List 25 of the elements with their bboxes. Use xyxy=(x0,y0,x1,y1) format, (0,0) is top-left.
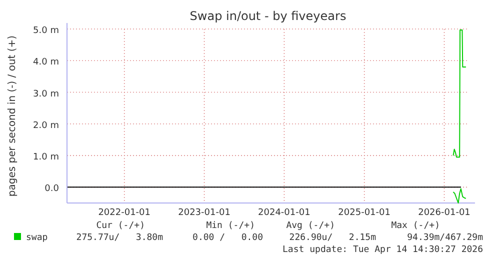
text: Max (-/+) xyxy=(391,221,440,231)
y-tick-label: 0.0 xyxy=(44,184,60,194)
y-tick-label: 1.0 m xyxy=(33,152,59,163)
y-axis-title: pages per second in (-) / out (+) xyxy=(7,35,18,197)
line-series xyxy=(452,29,466,158)
x-tick-label: 2023-01-01 xyxy=(178,208,230,218)
text: Last update: Tue Apr 14 14:30:27 2026 xyxy=(282,245,483,255)
text: Min (-/+) xyxy=(206,221,255,231)
text: 0.00 / 0.00 xyxy=(192,233,263,243)
y-tick-label: 5.0 m xyxy=(33,26,59,36)
y-tick-label: 4.0 m xyxy=(33,58,59,68)
text: Avg (-/+) xyxy=(286,221,335,231)
text: 275.77u/ 3.80m xyxy=(76,233,163,243)
text: 226.90u/ 2.15m xyxy=(289,233,376,243)
x-tick-label: 2026-01-01 xyxy=(418,208,470,218)
y-tick-label: 3.0 m xyxy=(33,89,59,100)
y-tick-label: 2.0 m xyxy=(33,120,59,131)
chart-title: Swap in/out - by fiveyears xyxy=(190,9,346,23)
text: Cur (-/+) xyxy=(96,221,145,231)
x-tick-label: 2022-01-01 xyxy=(98,208,151,218)
line-series xyxy=(452,188,466,204)
x-tick-label: 2025-01-01 xyxy=(338,208,390,218)
text: 94.39m/467.29m xyxy=(407,233,483,243)
legend-label: swap xyxy=(26,233,48,243)
x-tick-label: 2024-01-01 xyxy=(258,208,310,218)
